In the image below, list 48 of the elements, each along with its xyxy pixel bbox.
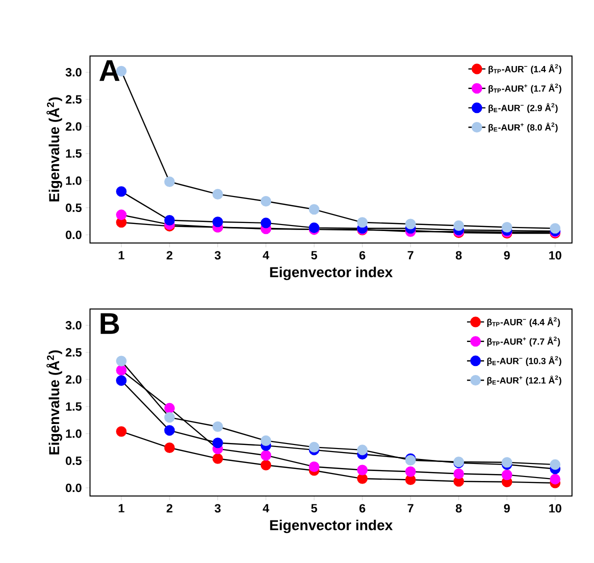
annotation: A	[99, 60, 120, 81]
x-tick-label: 10	[549, 504, 562, 513]
x-axis-title: Eigenvector index	[270, 520, 393, 534]
legend-label: β$_{E}$-AUR$^{−}$ (10.3 Å$^{2}$)	[487, 356, 562, 366]
x-axis-title: Eigenvector index	[270, 266, 393, 280]
x-tick-label: 7	[408, 504, 414, 512]
x-tick-label: 6	[359, 251, 366, 260]
y-tick-label: 2.0	[66, 375, 82, 384]
x-tick-label: 8	[456, 504, 462, 513]
x-tick-label: 10	[549, 251, 562, 260]
x-tick-label: 2	[166, 251, 172, 260]
y-tick-label: 0.5	[66, 204, 82, 212]
legend-label: β$_{TP}$-AUR$^{+}$ (1.7 Å$^{2}$)	[488, 84, 562, 94]
y-tick-label: 1.5	[66, 149, 82, 158]
y-tick-label: 2.0	[66, 122, 82, 131]
y-axis-title: Eigenvalue (Å$^{2}$)	[46, 350, 62, 454]
y-tick-label: 3.0	[66, 321, 82, 330]
x-tick-label: 9	[504, 251, 510, 260]
y-tick-label: 2.5	[66, 95, 82, 104]
legend-label: β$_{E}$-AUR$^{+}$ (8.0 Å$^{2}$)	[488, 122, 558, 132]
x-tick-label: 4	[262, 251, 270, 260]
y-tick-label: 0.0	[66, 484, 82, 492]
legend-label: β$_{E}$-AUR$^{−}$ (2.9 Å$^{2}$)	[488, 103, 558, 113]
y-tick-label: 2.5	[66, 348, 82, 357]
x-tick-label: 6	[359, 504, 366, 513]
x-tick-label: 1	[118, 504, 124, 512]
x-tick-label: 9	[504, 504, 510, 513]
y-tick-label: 0.5	[66, 456, 82, 465]
x-tick-label: 3	[214, 504, 221, 513]
y-axis-title: Eigenvalue (Å$^{2}$)	[46, 97, 62, 202]
x-tick-label: 3	[214, 251, 221, 260]
x-tick-label: 4	[262, 504, 270, 512]
x-tick-label: 2	[166, 504, 172, 512]
y-tick-label: 3.0	[66, 68, 82, 76]
annotation: B	[100, 313, 119, 334]
legend-label: β$_{TP}$-AUR$^{+}$ (7.7 Å$^{2}$)	[487, 336, 560, 346]
y-tick-label: 1.0	[66, 429, 82, 438]
x-tick-label: 5	[311, 504, 318, 512]
x-tick-label: 1	[118, 251, 124, 260]
y-tick-label: 1.0	[66, 176, 82, 185]
x-tick-label: 7	[408, 251, 414, 260]
legend-label: β$_{TP}$-AUR$^{−}$ (4.4 Å$^{2}$)	[487, 317, 560, 328]
y-tick-label: 0.0	[66, 230, 82, 240]
legend-label: β$_{TP}$-AUR$^{−}$ (1.4 Å$^{2}$)	[488, 64, 562, 74]
x-tick-label: 8	[456, 251, 462, 260]
x-tick-label: 5	[311, 251, 318, 260]
y-tick-label: 1.5	[66, 402, 82, 411]
legend-label: β$_{E}$-AUR$^{+}$ (12.1 Å$^{2}$)	[487, 376, 562, 386]
